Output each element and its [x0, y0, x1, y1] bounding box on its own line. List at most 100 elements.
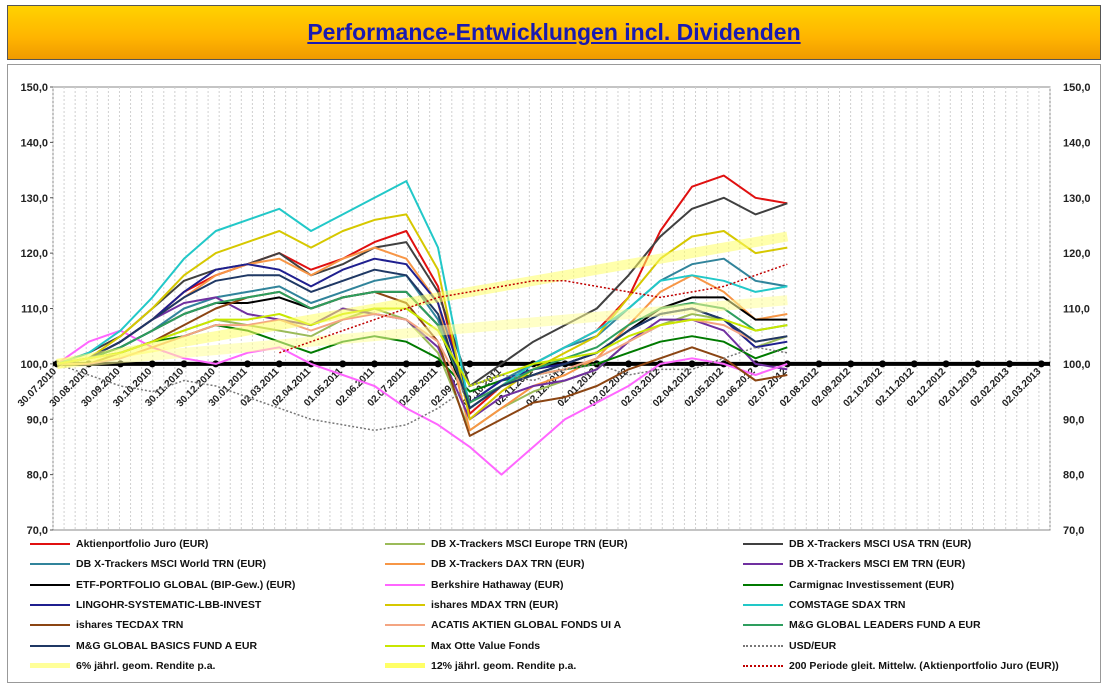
- legend-item: 12% jährl. geom. Rendite p.a.: [385, 656, 576, 676]
- legend-swatch: [743, 644, 783, 647]
- legend-label: Aktienportfolio Juro (EUR): [76, 538, 209, 550]
- y-tick-label-right: 110,0: [1063, 304, 1090, 316]
- baseline-marker: [148, 360, 156, 368]
- chart-title-banner: Performance-Entwicklungen incl. Dividend…: [7, 5, 1101, 60]
- baseline-marker: [847, 360, 855, 368]
- legend-item: 200 Periode gleit. Mittelw. (Aktienportf…: [743, 656, 1059, 676]
- legend-label: 200 Periode gleit. Mittelw. (Aktienportf…: [789, 659, 1059, 672]
- y-tick-label-right: 70,0: [1063, 525, 1084, 537]
- legend-swatch: [385, 644, 425, 647]
- baseline-marker: [371, 360, 379, 368]
- series-line: [56, 307, 788, 387]
- legend-label: LINGOHR-SYSTEMATIC-LBB-INVEST: [76, 598, 262, 611]
- y-tick-label-left: 120,0: [20, 248, 48, 260]
- legend-swatch: [385, 603, 425, 606]
- legend-item: Aktienportfolio Juro (EUR): [30, 534, 208, 554]
- baseline-marker: [942, 360, 950, 368]
- baseline-marker: [815, 360, 823, 368]
- legend-label: Carmignac Investissement (EUR): [789, 578, 955, 591]
- legend-label: ACATIS AKTIEN GLOBAL FONDS UI A: [431, 619, 622, 632]
- legend-item: DB X-Trackers MSCI USA TRN (EUR): [743, 534, 971, 554]
- legend-swatch: [743, 583, 783, 586]
- legend-item: COMSTAGE SDAX TRN: [743, 595, 905, 615]
- y-tick-label-right: 130,0: [1063, 193, 1091, 205]
- legend-swatch: [385, 624, 425, 627]
- y-tick-label-right: 80,0: [1063, 470, 1084, 482]
- baseline-marker: [180, 360, 188, 368]
- legend-swatch: [30, 663, 70, 669]
- legend-label: DB X-Trackers MSCI Europe TRN (EUR): [431, 538, 628, 550]
- legend-item: ETF-PORTFOLIO GLOBAL (BIP-Gew.) (EUR): [30, 575, 295, 595]
- legend-label: ishares TECDAX TRN: [76, 619, 184, 632]
- legend-item: M&G GLOBAL BASICS FUND A EUR: [30, 636, 257, 656]
- baseline-marker: [339, 360, 347, 368]
- baseline-marker: [625, 360, 633, 368]
- legend-swatch: [385, 583, 425, 586]
- legend-item: ACATIS AKTIEN GLOBAL FONDS UI A: [385, 615, 621, 635]
- chart-legend: Aktienportfolio Juro (EUR) DB X-Trackers …: [30, 534, 1100, 674]
- legend-swatch: [30, 543, 70, 545]
- legend-label: USD/EUR: [789, 639, 837, 652]
- legend-label: DB X-Trackers MSCI EM TRN (EUR): [789, 558, 966, 571]
- legend-item: DB X-Trackers MSCI EM TRN (EUR): [743, 554, 965, 574]
- series-line: [57, 290, 788, 437]
- legend-label: M&G GLOBAL LEADERS FUND A EUR: [789, 619, 981, 632]
- legend-item: 6% jährl. geom. Rendite p.a.: [30, 656, 215, 676]
- legend-swatch: [385, 543, 425, 545]
- legend-label: DB X-Trackers MSCI USA TRN (EUR): [789, 538, 972, 550]
- legend-swatch: [30, 644, 70, 647]
- y-tick-label-right: 90,0: [1063, 414, 1084, 426]
- legend-item: ishares TECDAX TRN: [30, 615, 183, 635]
- legend-swatch: [743, 563, 783, 566]
- series-line: [56, 196, 788, 387]
- baseline-marker: [688, 360, 696, 368]
- legend-item: Berkshire Hathaway (EUR): [385, 575, 563, 595]
- legend-label: 12% jährl. geom. Rendite p.a.: [431, 659, 577, 672]
- legend-item: Carmignac Investissement (EUR): [743, 575, 954, 595]
- legend-item: DB X-Trackers MSCI Europe TRN (EUR): [385, 534, 628, 554]
- legend-item: DB X-Trackers DAX TRN (EUR): [385, 554, 584, 574]
- y-tick-label-right: 100,0: [1063, 359, 1091, 371]
- chart-title: Performance-Entwicklungen incl. Dividend…: [307, 19, 801, 45]
- series-line: [56, 346, 788, 432]
- series-line: [56, 180, 788, 410]
- legend-swatch: [743, 603, 783, 606]
- legend-label: Berkshire Hathaway (EUR): [431, 578, 564, 591]
- legend-item: DB X-Trackers MSCI World TRN (EUR): [30, 554, 266, 574]
- legend-swatch: [743, 543, 783, 545]
- y-tick-label-left: 90,0: [27, 414, 48, 426]
- baseline-marker: [879, 360, 887, 368]
- legend-label: COMSTAGE SDAX TRN: [789, 598, 906, 611]
- legend-swatch: [385, 563, 425, 566]
- legend-label: DB X-Trackers MSCI World TRN (EUR): [76, 558, 266, 571]
- y-tick-label-left: 100,0: [20, 359, 48, 371]
- legend-item: USD/EUR: [743, 636, 836, 656]
- y-tick-label-left: 80,0: [27, 470, 48, 482]
- legend-label: DB X-Trackers DAX TRN (EUR): [431, 558, 585, 571]
- baseline-marker: [466, 360, 474, 368]
- legend-item: Max Otte Value Fonds: [385, 636, 540, 656]
- y-tick-label-left: 140,0: [20, 137, 48, 149]
- legend-label: ishares MDAX TRN (EUR): [431, 598, 559, 611]
- legend-swatch: [30, 624, 70, 627]
- legend-swatch: [743, 624, 783, 627]
- series-line: [56, 295, 788, 369]
- y-tick-label-left: 70,0: [27, 525, 48, 537]
- legend-item: ishares MDAX TRN (EUR): [385, 595, 558, 615]
- y-tick-label-left: 130,0: [20, 193, 48, 205]
- legend-label: ETF-PORTFOLIO GLOBAL (BIP-Gew.) (EUR): [76, 578, 296, 591]
- y-tick-label-right: 150,0: [1063, 82, 1091, 94]
- legend-item: M&G GLOBAL LEADERS FUND A EUR: [743, 615, 981, 635]
- chart-frame: [7, 64, 1101, 683]
- legend-swatch: [30, 603, 70, 606]
- baseline-marker: [402, 360, 410, 368]
- legend-swatch: [743, 664, 783, 667]
- legend-label: 6% jährl. geom. Rendite p.a.: [76, 659, 216, 672]
- legend-item: LINGOHR-SYSTEMATIC-LBB-INVEST: [30, 595, 261, 615]
- legend-swatch: [30, 583, 70, 586]
- baseline-marker: [910, 360, 918, 368]
- legend-swatch: [30, 563, 70, 566]
- baseline-marker: [974, 360, 982, 368]
- legend-label: Max Otte Value Fonds: [431, 639, 541, 652]
